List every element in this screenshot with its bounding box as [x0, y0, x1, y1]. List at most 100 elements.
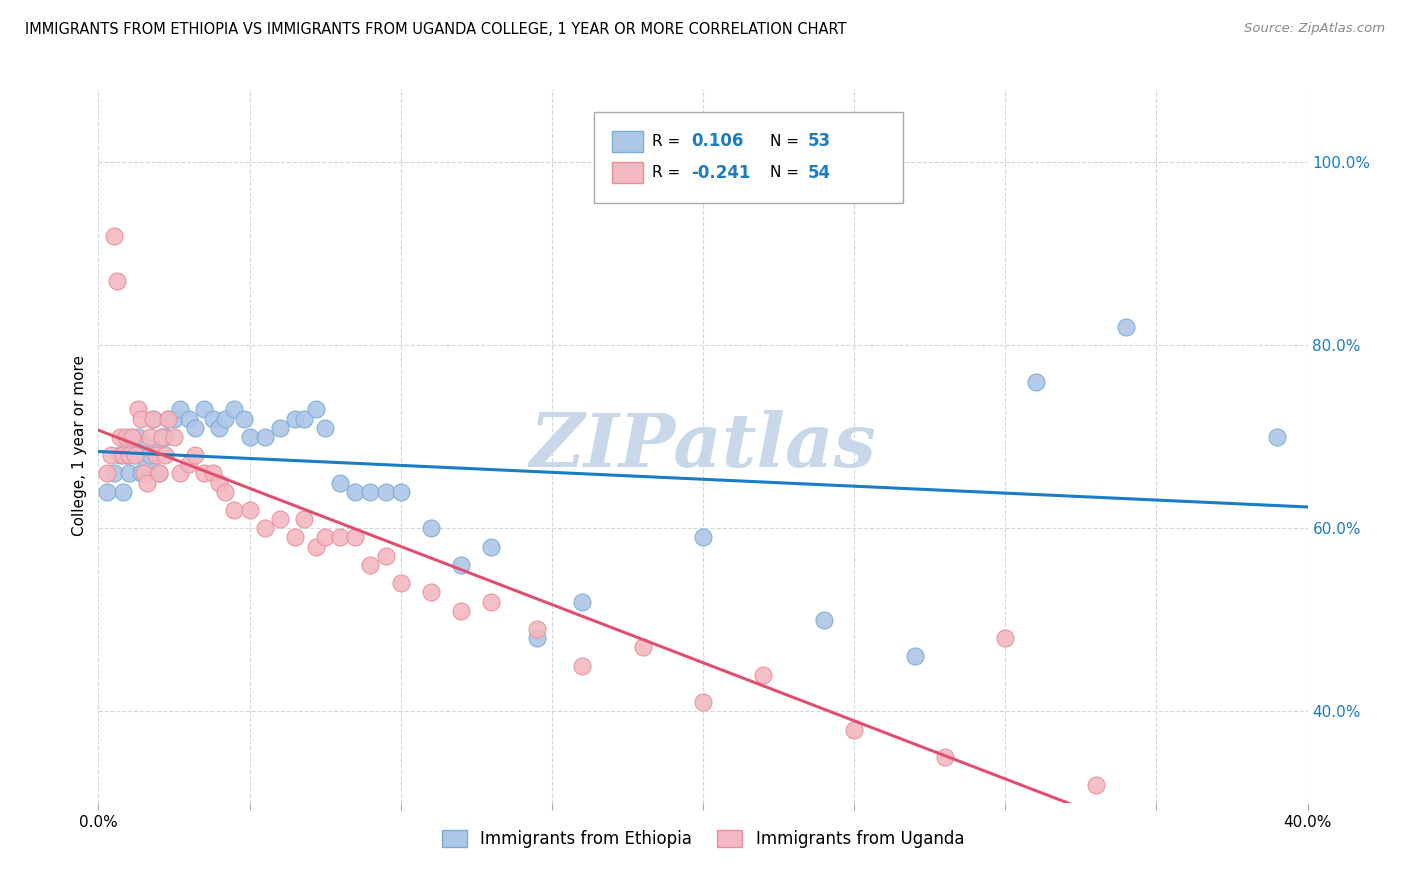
Point — [163, 411, 186, 425]
Text: Source: ZipAtlas.com: Source: ZipAtlas.com — [1244, 22, 1385, 36]
Point — [184, 448, 207, 462]
Point — [214, 411, 236, 425]
Point — [150, 430, 173, 444]
Point — [224, 503, 246, 517]
Point — [329, 531, 352, 545]
Point — [193, 402, 215, 417]
Point — [118, 448, 141, 462]
Text: -0.241: -0.241 — [690, 164, 751, 182]
Point — [360, 558, 382, 572]
Point — [571, 658, 593, 673]
Point — [96, 484, 118, 499]
Point — [103, 228, 125, 243]
Text: 54: 54 — [808, 164, 831, 182]
Point — [692, 695, 714, 709]
Point — [193, 467, 215, 481]
Point — [135, 458, 157, 472]
Point — [526, 622, 548, 636]
Text: 0.106: 0.106 — [690, 132, 744, 150]
Point — [1341, 448, 1364, 462]
Point — [344, 484, 367, 499]
Point — [108, 448, 131, 462]
Point — [163, 430, 186, 444]
Point — [121, 430, 143, 444]
Point — [360, 484, 382, 499]
Point — [111, 484, 134, 499]
Point — [481, 540, 503, 554]
Bar — [613, 130, 643, 152]
Text: R =: R = — [652, 165, 685, 180]
Point — [450, 604, 472, 618]
Point — [389, 484, 412, 499]
Point — [156, 411, 179, 425]
Point — [239, 430, 262, 444]
Bar — [613, 162, 643, 184]
Point — [132, 467, 155, 481]
Point — [844, 723, 866, 737]
Point — [1115, 320, 1137, 334]
Point — [124, 448, 146, 462]
Point — [142, 411, 165, 425]
Text: N =: N = — [769, 165, 803, 180]
Point — [526, 631, 548, 645]
Point — [127, 430, 149, 444]
Point — [142, 411, 165, 425]
Point — [481, 594, 503, 608]
Point — [145, 448, 167, 462]
Point — [813, 613, 835, 627]
Point — [139, 430, 162, 444]
Point — [145, 439, 167, 453]
Point — [420, 585, 443, 599]
Point — [148, 467, 170, 481]
Point — [127, 402, 149, 417]
Point — [129, 411, 152, 425]
Legend: Immigrants from Ethiopia, Immigrants from Uganda: Immigrants from Ethiopia, Immigrants fro… — [436, 823, 970, 855]
Point — [153, 430, 176, 444]
Point — [239, 503, 262, 517]
Point — [904, 649, 927, 664]
Point — [329, 475, 352, 490]
Point — [232, 411, 254, 425]
Point — [169, 467, 191, 481]
Point — [292, 512, 315, 526]
Point — [314, 420, 336, 434]
Point — [156, 411, 179, 425]
Point — [934, 750, 956, 764]
Point — [129, 467, 152, 481]
Point — [121, 430, 143, 444]
Point — [994, 631, 1017, 645]
Point — [389, 576, 412, 591]
Text: N =: N = — [769, 134, 803, 149]
Point — [284, 411, 307, 425]
Point — [269, 512, 291, 526]
Point — [752, 667, 775, 681]
Point — [169, 402, 191, 417]
Point — [284, 531, 307, 545]
Point — [314, 531, 336, 545]
Point — [1024, 375, 1046, 389]
Point — [374, 549, 396, 563]
Point — [344, 531, 367, 545]
Point — [148, 467, 170, 481]
Point — [292, 411, 315, 425]
FancyBboxPatch shape — [595, 112, 903, 203]
Point — [1085, 777, 1108, 791]
Point — [179, 458, 201, 472]
Point — [135, 475, 157, 490]
Point — [269, 420, 291, 434]
Point — [105, 274, 128, 288]
Point — [114, 448, 136, 462]
Point — [571, 594, 593, 608]
Point — [153, 448, 176, 462]
Point — [118, 467, 141, 481]
Point — [374, 484, 396, 499]
Point — [139, 448, 162, 462]
Point — [692, 531, 714, 545]
Point — [208, 420, 231, 434]
Point — [111, 448, 134, 462]
Point — [202, 411, 225, 425]
Text: IMMIGRANTS FROM ETHIOPIA VS IMMIGRANTS FROM UGANDA COLLEGE, 1 YEAR OR MORE CORRE: IMMIGRANTS FROM ETHIOPIA VS IMMIGRANTS F… — [25, 22, 846, 37]
Point — [1267, 430, 1289, 444]
Point — [114, 430, 136, 444]
Point — [96, 467, 118, 481]
